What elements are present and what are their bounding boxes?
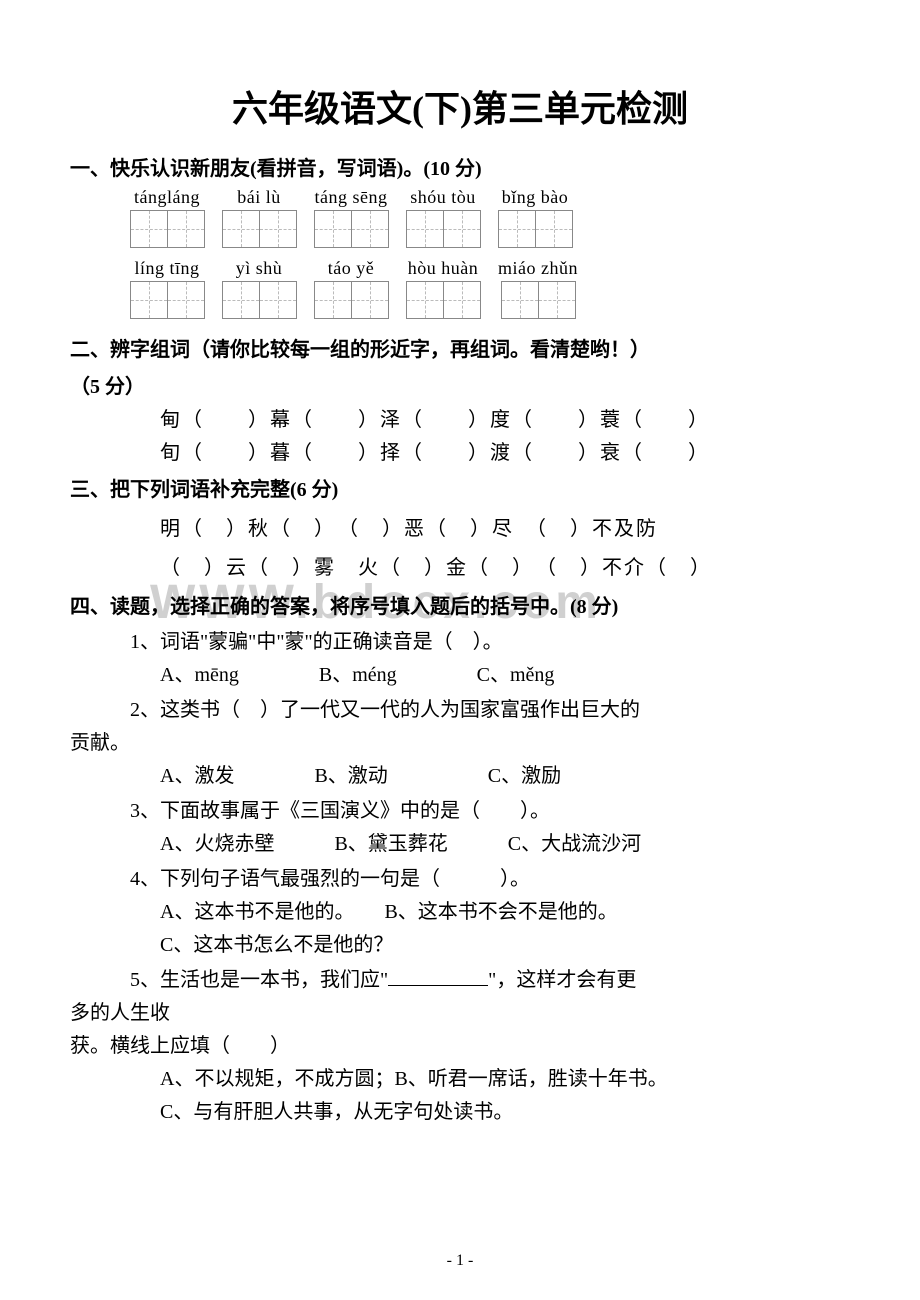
q4-5-optc: C、与有肝胆人共事，从无字句处读书。 bbox=[160, 1095, 850, 1124]
blank-line bbox=[388, 985, 488, 986]
q4-2-options: A、激发 B、激动 C、激励 bbox=[160, 759, 850, 788]
char-box bbox=[314, 210, 352, 248]
q4-5-opta: A、不以规矩，不成方圆；B、听君一席话，胜读十年书。 bbox=[160, 1062, 850, 1091]
char-box bbox=[351, 281, 389, 319]
char-box bbox=[538, 281, 576, 319]
q4-2-text: 2、这类书（ ）了一代又一代的人为国家富强作出巨大的 bbox=[130, 693, 850, 722]
q4-3-options: A、火烧赤壁 B、黛玉葬花 C、大战流沙河 bbox=[160, 827, 850, 856]
char-box bbox=[222, 281, 260, 319]
char-boxes bbox=[406, 281, 480, 319]
char-box bbox=[167, 281, 205, 319]
q4-4-text: 4、下列句子语气最强烈的一句是（ ）。 bbox=[130, 862, 850, 891]
char-boxes bbox=[222, 281, 296, 319]
char-boxes bbox=[498, 210, 572, 248]
pinyin-group: líng tīng bbox=[130, 258, 204, 319]
page-number: - 1 - bbox=[447, 1252, 474, 1270]
q4-5-before: 5、生活也是一本书，我们应" bbox=[130, 969, 388, 991]
char-box bbox=[351, 210, 389, 248]
section2-header: 二、辨字组词（请你比较每一组的形近字，再组词。看清楚哟！） bbox=[70, 333, 850, 362]
pinyin-group: táng sēng bbox=[314, 187, 388, 248]
pinyin-group: shóu tòu bbox=[406, 187, 480, 248]
char-box bbox=[314, 281, 352, 319]
pinyin-group: bái lù bbox=[222, 187, 296, 248]
char-boxes bbox=[130, 210, 204, 248]
pinyin-text: táo yě bbox=[328, 258, 374, 279]
char-box bbox=[259, 210, 297, 248]
q2-row1: 甸（ ）幕（ ）泽（ ）度（ ）蓑（ ） bbox=[160, 403, 850, 432]
pinyin-text: bǐng bào bbox=[502, 187, 569, 208]
pinyin-group: bǐng bào bbox=[498, 187, 572, 248]
pinyin-group: yì shù bbox=[222, 258, 296, 319]
q3-row2: （ ）云（ ）雾 火（ ）金（ ） （ ）不介（ ） bbox=[160, 551, 850, 580]
char-box bbox=[443, 281, 481, 319]
q4-5-after: "，这样才会有更 bbox=[488, 969, 636, 991]
q4-2-text2: 贡献。 bbox=[70, 726, 850, 755]
pinyin-text: yì shù bbox=[236, 258, 283, 279]
q4-5-text2: 多的人生收 bbox=[70, 996, 850, 1025]
char-box bbox=[130, 210, 168, 248]
char-boxes bbox=[501, 281, 575, 319]
page-title: 六年级语文(下)第三单元检测 bbox=[70, 80, 850, 132]
section3-header: 三、把下列词语补充完整(6 分) bbox=[70, 473, 850, 502]
char-box bbox=[406, 210, 444, 248]
pinyin-text: shóu tòu bbox=[410, 187, 476, 208]
char-boxes bbox=[222, 210, 296, 248]
char-boxes bbox=[314, 210, 388, 248]
q2-row2: 旬（ ）暮（ ）择（ ）渡（ ）衰（ ） bbox=[160, 436, 850, 465]
q4-3-text: 3、下面故事属于《三国演义》中的是（ ）。 bbox=[130, 794, 850, 823]
pinyin-text: líng tīng bbox=[134, 258, 199, 279]
section1-header: 一、快乐认识新朋友(看拼音，写词语)。(10 分) bbox=[70, 152, 850, 181]
char-box bbox=[406, 281, 444, 319]
pinyin-row-2: líng tīng yì shù táo yě hòu huàn miáo zhǔn bbox=[130, 258, 850, 319]
q4-5-text: 5、生活也是一本书，我们应" "，这样才会有更 bbox=[130, 963, 850, 992]
pinyin-text: tángláng bbox=[134, 187, 200, 208]
char-boxes bbox=[314, 281, 388, 319]
pinyin-text: miáo zhǔn bbox=[498, 258, 578, 279]
pinyin-group: tángláng bbox=[130, 187, 204, 248]
pinyin-group: táo yě bbox=[314, 258, 388, 319]
char-box bbox=[501, 281, 539, 319]
section2-header2: （5 分） bbox=[70, 370, 850, 399]
char-box bbox=[498, 210, 536, 248]
pinyin-row-1: tángláng bái lù táng sēng shóu tòu bǐng bào bbox=[130, 187, 850, 248]
pinyin-group: miáo zhǔn bbox=[498, 258, 578, 319]
char-box bbox=[443, 210, 481, 248]
pinyin-text: táng sēng bbox=[315, 187, 388, 208]
q4-1-options: A、mēng B、méng C、měng bbox=[160, 658, 850, 687]
section4-header: 四、读题，选择正确的答案，将序号填入题后的括号中。(8 分) bbox=[70, 590, 850, 619]
q4-4-opta: A、这本书不是他的。 B、这本书不会不是他的。 bbox=[160, 895, 850, 924]
char-boxes bbox=[130, 281, 204, 319]
char-box bbox=[222, 210, 260, 248]
char-box bbox=[259, 281, 297, 319]
char-boxes bbox=[406, 210, 480, 248]
char-box bbox=[535, 210, 573, 248]
pinyin-text: bái lù bbox=[237, 187, 281, 208]
pinyin-group: hòu huàn bbox=[406, 258, 480, 319]
q4-1-text: 1、词语"蒙骗"中"蒙"的正确读音是（ ）。 bbox=[130, 625, 850, 654]
char-box bbox=[167, 210, 205, 248]
q3-row1: 明（ ）秋（ ） （ ）恶（ ）尽 （ ）不及防 bbox=[160, 512, 850, 541]
char-box bbox=[130, 281, 168, 319]
q4-4-optc: C、这本书怎么不是他的？ bbox=[160, 928, 850, 957]
q4-5-text3: 获。横线上应填（ ） bbox=[70, 1029, 850, 1058]
pinyin-text: hòu huàn bbox=[408, 258, 479, 279]
